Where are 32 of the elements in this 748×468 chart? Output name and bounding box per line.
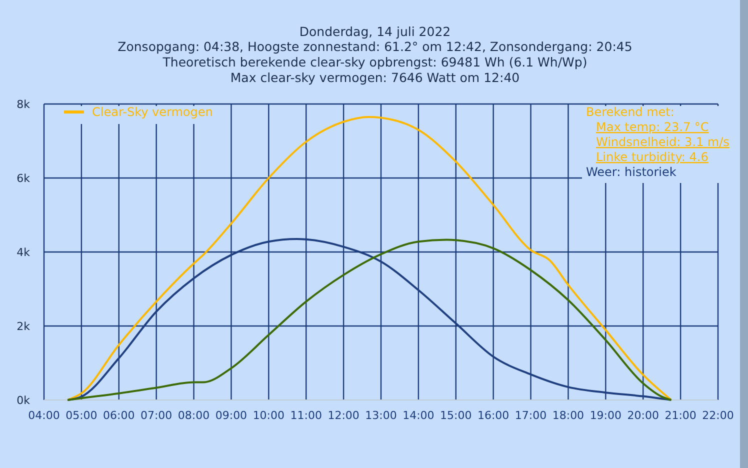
x-tick-label: 15:00	[440, 409, 472, 422]
x-tick-label: 11:00	[290, 409, 322, 422]
y-tick-label: 2k	[16, 320, 31, 333]
x-tick-label: 18:00	[552, 409, 584, 422]
x-tick-label: 07:00	[140, 409, 172, 422]
annotation: Weer: historiek	[586, 165, 676, 179]
annotation: Berekend met:	[586, 105, 674, 119]
y-tick-label: 4k	[16, 246, 31, 259]
chart-title: Donderdag, 14 juli 2022	[299, 24, 451, 39]
x-tick-label: 13:00	[365, 409, 397, 422]
x-tick-label: 16:00	[477, 409, 510, 422]
legend-label: Clear-Sky vermogen	[92, 105, 213, 119]
x-tick-label: 12:00	[328, 409, 360, 422]
x-tick-label: 14:00	[402, 409, 434, 422]
annotation: Linke turbidity: 4.6	[596, 150, 708, 164]
y-tick-label: 8k	[16, 98, 31, 111]
x-tick-label: 19:00	[590, 409, 622, 422]
x-tick-label: 06:00	[103, 409, 135, 422]
x-tick-label: 08:00	[178, 409, 210, 422]
x-tick-label: 20:00	[627, 409, 659, 422]
x-tick-label: 04:00	[28, 409, 60, 422]
y-tick-label: 6k	[16, 172, 31, 185]
chart-subtitle: Zonsopgang: 04:38, Hoogste zonnestand: 61.2° om 12:42, Zonsondergang: 20:45 Theoretisch berekende clear-sky opbrengst: 69481 Wh (6.1 Wh/Wp) Max clear-sky vermogen: 7646 Watt om 12:40	[118, 39, 632, 85]
annotation: Windsnelheid: 3.1 m/s	[596, 135, 730, 149]
x-tick-label: 10:00	[252, 409, 285, 422]
annotation: Max temp: 23.7 °C	[596, 120, 709, 134]
y-tick-label: 0k	[16, 394, 31, 407]
x-tick-label: 05:00	[66, 409, 98, 422]
x-tick-label: 22:00	[702, 409, 734, 422]
x-tick-label: 09:00	[215, 409, 248, 422]
x-tick-label: 17:00	[514, 409, 547, 422]
x-tick-label: 21:00	[664, 409, 696, 422]
